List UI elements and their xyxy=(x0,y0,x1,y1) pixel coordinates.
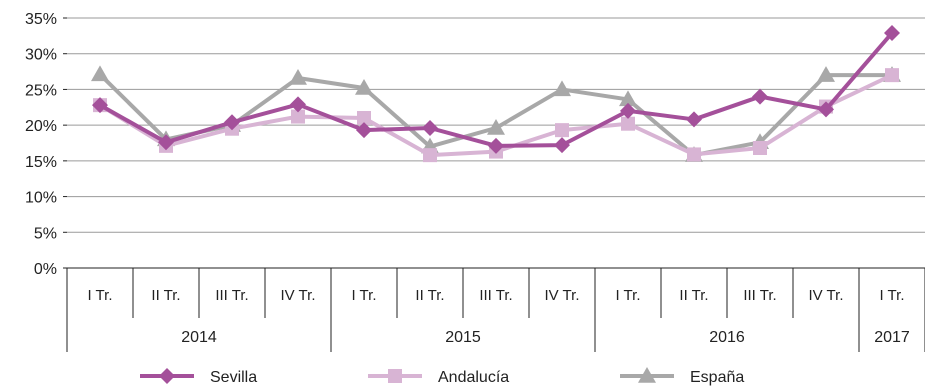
data-point xyxy=(422,120,438,136)
y-tick-label: 25% xyxy=(25,82,57,99)
y-tick-label: 5% xyxy=(34,225,57,242)
data-point xyxy=(488,137,504,154)
data-point xyxy=(291,109,305,124)
x-tick-label: III Tr. xyxy=(215,287,248,304)
data-point xyxy=(289,69,307,85)
x-tick-label: III Tr. xyxy=(743,287,776,304)
data-point xyxy=(553,80,571,97)
year-label: 2015 xyxy=(445,329,481,346)
data-point xyxy=(884,25,900,41)
legend-marker xyxy=(638,367,656,383)
x-axis: I Tr. II Tr. III Tr. IV Tr. I Tr. II Tr. III T… xyxy=(63,17,925,352)
x-tick-label: II Tr. xyxy=(679,287,708,304)
gridlines xyxy=(67,17,925,233)
series-sevilla xyxy=(92,25,900,154)
x-tick-label: I Tr. xyxy=(351,287,376,304)
data-point xyxy=(752,88,768,105)
data-point xyxy=(619,90,637,107)
data-point xyxy=(885,68,899,83)
y-tick-label: 30% xyxy=(25,47,57,64)
y-tick-label: 35% xyxy=(25,11,57,28)
legend: Sevilla Andalucía España xyxy=(140,367,744,386)
y-tick-label: 0% xyxy=(34,261,57,278)
data-point xyxy=(92,97,108,114)
y-tick-label: 20% xyxy=(25,118,57,135)
data-point xyxy=(554,137,570,154)
x-tick-label: I Tr. xyxy=(87,287,112,304)
data-point xyxy=(687,147,701,162)
data-point xyxy=(355,79,373,95)
series-layer xyxy=(91,25,901,163)
data-point xyxy=(555,123,569,138)
data-point xyxy=(357,111,371,125)
data-point xyxy=(423,148,437,163)
x-tick-label: IV Tr. xyxy=(280,287,315,304)
legend-marker xyxy=(159,368,175,384)
legend-label: Andalucía xyxy=(438,369,509,386)
x-tick-label: II Tr. xyxy=(151,287,180,304)
data-point xyxy=(356,122,372,139)
x-tick-label: I Tr. xyxy=(879,287,904,304)
year-label: 2017 xyxy=(874,329,910,346)
x-tick-label: III Tr. xyxy=(479,287,512,304)
data-point xyxy=(621,116,635,131)
data-point xyxy=(224,114,240,131)
legend-marker xyxy=(388,369,402,383)
data-point xyxy=(290,96,306,113)
data-point xyxy=(91,65,109,82)
y-axis-ticks: 0% 5% 10% 15% 20% 25% 30% 35% xyxy=(25,11,57,278)
year-label: 2016 xyxy=(709,329,745,346)
x-tick-label: IV Tr. xyxy=(808,287,843,304)
data-point xyxy=(620,102,636,119)
data-point xyxy=(686,111,702,128)
x-tick-label: II Tr. xyxy=(415,287,444,304)
data-point xyxy=(817,66,835,82)
data-point xyxy=(818,101,834,118)
x-tick-label: I Tr. xyxy=(615,287,640,304)
y-tick-label: 15% xyxy=(25,154,57,171)
legend-label: Sevilla xyxy=(210,369,257,386)
data-point xyxy=(487,119,505,135)
x-tick-label: IV Tr. xyxy=(544,287,579,304)
year-label: 2014 xyxy=(181,329,217,346)
data-point xyxy=(158,134,174,151)
legend-label: España xyxy=(690,369,744,386)
y-tick-label: 10% xyxy=(25,190,57,207)
data-point xyxy=(753,141,767,155)
